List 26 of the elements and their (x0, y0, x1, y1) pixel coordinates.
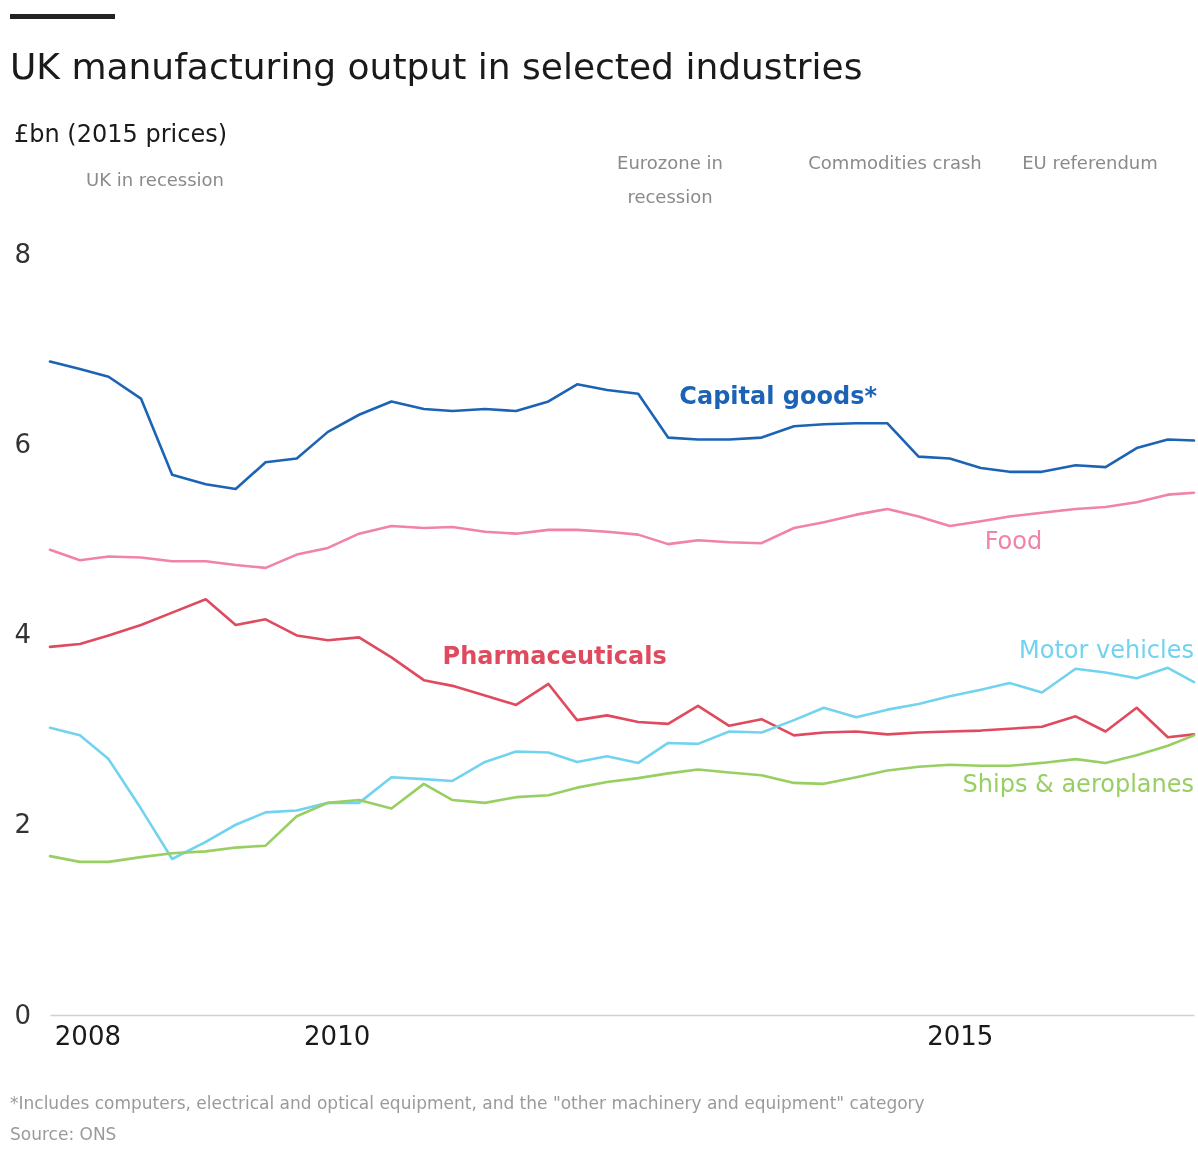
line-series (48, 734, 1196, 864)
series-label: Capital goods* (679, 381, 878, 410)
source-note: Source: ONS (10, 1123, 118, 1146)
series-label: Motor vehicles (1019, 635, 1194, 664)
y-tick-label: 4 (14, 619, 32, 649)
y-axis-title: £bn (2015 prices) (14, 120, 228, 148)
series-label: Pharmaceuticals (442, 642, 667, 671)
series-label: Food (984, 527, 1043, 556)
text: EU referendum (1021, 151, 1159, 175)
chart-title: UK manufacturing output in selected industries (10, 46, 863, 87)
y-tick-label: 8 (14, 238, 32, 269)
text: Commodities crash (807, 151, 983, 175)
line-series (48, 598, 1196, 739)
series-label: Ships & aeroplanes (962, 769, 1194, 798)
y-tick-label: 6 (14, 428, 32, 459)
line-series (48, 666, 1196, 861)
x-tick-label: 2010 (304, 1020, 371, 1051)
text: Eurozone in recession (616, 151, 724, 209)
text: UK in recession (84, 168, 226, 192)
x-tick-label: 2008 (54, 1020, 121, 1051)
y-tick-label: 0 (14, 999, 32, 1030)
x-tick-label: 2015 (927, 1020, 994, 1051)
line-series (48, 491, 1196, 570)
y-tick-label: 2 (14, 809, 32, 840)
line-series (48, 360, 1196, 491)
text: *Includes computers, electrical and optical equipment, and the "other machinery and equipment" category (10, 1092, 925, 1115)
